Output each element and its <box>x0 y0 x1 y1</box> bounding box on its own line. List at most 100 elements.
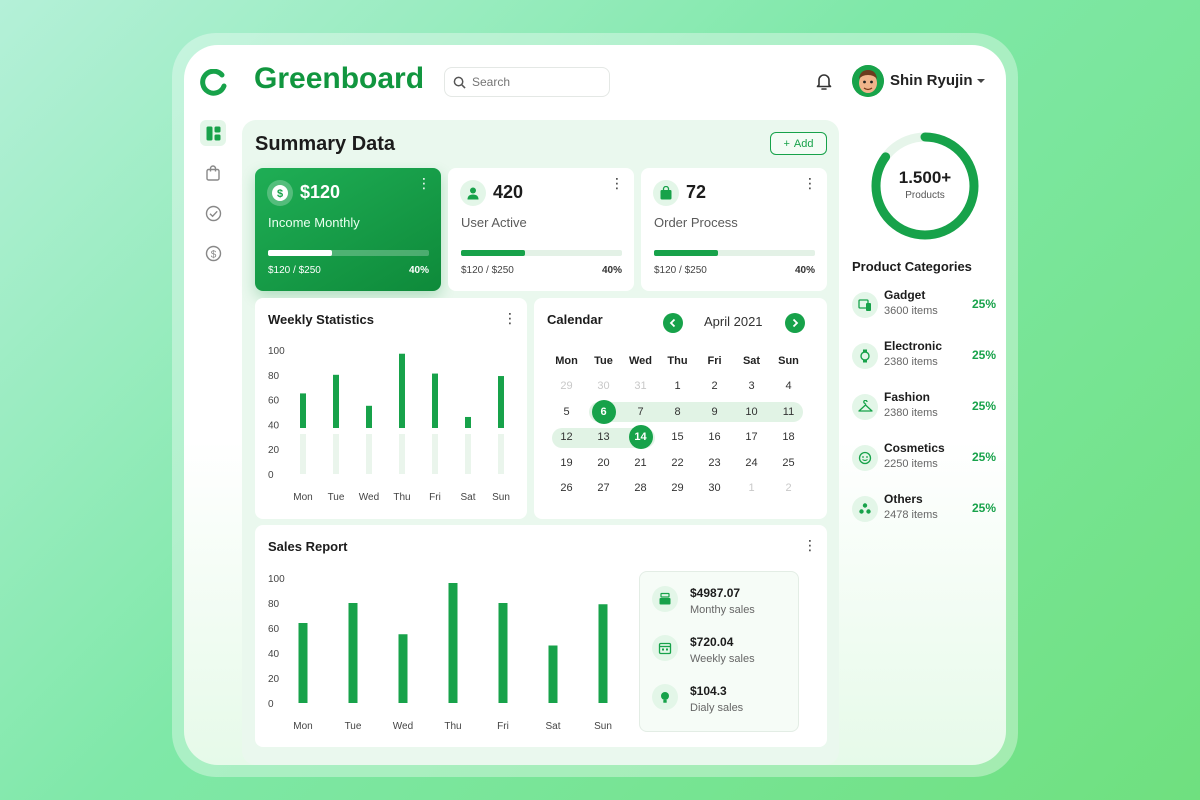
calendar-day[interactable]: 30 <box>597 380 610 393</box>
bar-track <box>432 434 438 474</box>
next-month-button[interactable] <box>785 313 805 333</box>
calendar-day[interactable]: 6 <box>585 399 622 424</box>
face-icon <box>852 445 878 471</box>
sidebar-item-tasks[interactable] <box>200 200 226 226</box>
calendar-day[interactable]: 19 <box>560 456 573 469</box>
y-tick-label: 20 <box>268 445 280 456</box>
more-icon[interactable]: ⋮ <box>803 537 817 553</box>
category-item-others[interactable]: Others 2478 items 25% <box>852 492 996 528</box>
calendar-day[interactable]: 4 <box>785 380 792 393</box>
more-icon[interactable]: ⋮ <box>803 175 817 191</box>
category-percent: 25% <box>971 450 996 464</box>
category-item-gadget[interactable]: Gadget 3600 items 25% <box>852 288 996 324</box>
bell-icon[interactable] <box>814 71 834 91</box>
orders-card[interactable]: 72 Order Process ⋮ $120 / $250 40% <box>641 168 827 291</box>
calendar-day[interactable]: 15 <box>671 431 684 444</box>
others-icon <box>852 496 878 522</box>
calendar-day[interactable]: 31 <box>634 380 647 393</box>
category-item-cosmetics[interactable]: Cosmetics 2250 items 25% <box>852 441 996 477</box>
calendar-day[interactable]: 17 <box>745 431 758 444</box>
calendar-day[interactable]: 22 <box>671 456 684 469</box>
chart-bar <box>598 604 608 703</box>
sidebar-item-orders[interactable] <box>200 160 226 186</box>
calendar-grid: Mon Tue Wed Thu Fri Sat Sun 29 30 31 1 2 3 4 5 6 7 8 9 10 11… <box>548 348 808 501</box>
more-icon[interactable]: ⋮ <box>610 175 624 191</box>
x-tick-label: Sat <box>545 721 560 732</box>
card-progress <box>461 250 622 256</box>
calendar-day[interactable]: 12 <box>560 431 573 444</box>
calendar-day[interactable]: 28 <box>634 482 647 495</box>
chart-bar <box>465 416 471 428</box>
calendar-day[interactable]: 5 <box>563 405 570 418</box>
calendar-week-row: 19 20 21 22 23 24 25 <box>548 450 808 476</box>
calendar-day[interactable]: 3 <box>748 380 755 393</box>
bar-track <box>498 434 504 474</box>
calendar-weekday-row: Mon Tue Wed Thu Fri Sat Sun <box>548 348 808 374</box>
calendar-day[interactable]: 18 <box>782 431 795 444</box>
ring-progress-arc <box>871 132 979 240</box>
calendar-day[interactable]: 30 <box>708 482 721 495</box>
x-tick-label: Tue <box>328 492 345 503</box>
cash-register-icon <box>652 586 678 612</box>
user-name[interactable]: Shin Ryujin <box>890 72 973 89</box>
y-tick-label: 0 <box>268 699 274 710</box>
calendar-day[interactable]: 27 <box>597 482 610 495</box>
calendar-week-row: 29 30 31 1 2 3 4 <box>548 374 808 400</box>
user-icon <box>460 180 486 206</box>
sales-summary-item: $4987.07 Monthy sales <box>652 586 755 616</box>
category-count: 2478 items <box>884 509 938 521</box>
category-count: 2380 items <box>884 407 938 419</box>
search-box[interactable] <box>444 67 610 97</box>
calendar-day[interactable]: 14 <box>622 425 659 450</box>
calendar-day[interactable]: 29 <box>671 482 684 495</box>
sidebar-item-finance[interactable]: $ <box>200 240 226 266</box>
calendar-icon <box>652 635 678 661</box>
calendar-day[interactable]: 23 <box>708 456 721 469</box>
calendar-day[interactable]: 20 <box>597 456 610 469</box>
x-tick-label: Sat <box>460 492 475 503</box>
card-progress <box>268 250 429 256</box>
calendar-day[interactable]: 1 <box>674 380 681 393</box>
calendar-day[interactable]: 8 <box>674 405 681 418</box>
calendar-day[interactable]: 16 <box>708 431 721 444</box>
calendar-weekday: Wed <box>628 354 653 367</box>
calendar-day[interactable]: 13 <box>597 431 610 444</box>
more-icon[interactable]: ⋮ <box>503 310 517 326</box>
calendar-day[interactable]: 24 <box>745 456 758 469</box>
calendar-day[interactable]: 21 <box>634 456 647 469</box>
y-tick-label: 40 <box>268 649 280 660</box>
calendar-day[interactable]: 7 <box>637 405 644 418</box>
calendar-day[interactable]: 2 <box>711 380 718 393</box>
users-card[interactable]: 420 User Active ⋮ $120 / $250 40% <box>448 168 634 291</box>
calendar-day[interactable]: 25 <box>782 456 795 469</box>
chart-bar <box>366 405 372 428</box>
category-item-electronic[interactable]: Electronic 2380 items 25% <box>852 339 996 375</box>
calendar-week-row: 5 6 7 8 9 10 11 <box>548 399 808 425</box>
category-percent: 25% <box>971 501 996 515</box>
bag-icon <box>206 165 220 181</box>
y-tick-label: 40 <box>268 420 280 431</box>
calendar-day[interactable]: 11 <box>782 405 795 418</box>
category-name: Gadget <box>884 288 926 302</box>
income-card[interactable]: $ $120 Income Monthly ⋮ $120 / $250 40% <box>255 168 441 291</box>
search-input[interactable] <box>472 75 592 89</box>
weekly-chart: 0 20 40 60 80 100 Mon Tue Wed Thu Fri Sat Sun <box>268 346 510 503</box>
search-icon <box>453 76 466 89</box>
card-value: 420 <box>493 182 524 202</box>
calendar-day[interactable]: 10 <box>745 405 758 418</box>
category-item-fashion[interactable]: Fashion 2380 items 25% <box>852 390 996 426</box>
calendar-weekday: Tue <box>594 354 613 367</box>
calendar-day[interactable]: 2 <box>785 482 792 495</box>
calendar-day[interactable]: 1 <box>748 482 755 495</box>
calendar-day[interactable]: 9 <box>711 405 718 418</box>
sidebar-item-dashboard[interactable] <box>200 120 226 146</box>
calendar-day[interactable]: 29 <box>560 380 573 393</box>
more-icon[interactable]: ⋮ <box>417 175 431 191</box>
chevron-down-icon[interactable] <box>976 77 986 85</box>
prev-month-button[interactable] <box>663 313 683 333</box>
add-button[interactable]: + Add <box>770 132 827 155</box>
chart-bar <box>448 583 458 703</box>
avatar[interactable] <box>852 65 884 97</box>
sales-summary-item: $104.3 Dialy sales <box>652 684 743 714</box>
calendar-day[interactable]: 26 <box>560 482 573 495</box>
